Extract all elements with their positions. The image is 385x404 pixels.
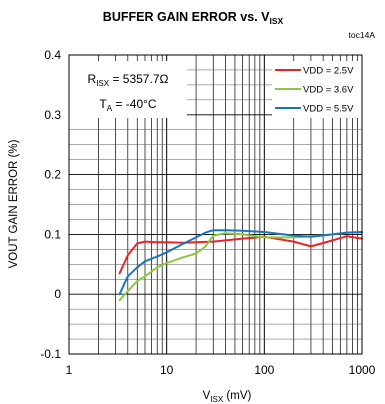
- x-tick-label: 100: [254, 363, 274, 377]
- annotation-box: RISX = 5357.7Ω TA = -40°C: [69, 61, 187, 118]
- legend-label-3: VDD = 5.5V: [303, 104, 354, 115]
- x-axis-label: VISX (mV): [203, 390, 252, 404]
- series-line-1: [118, 235, 363, 275]
- annotation-temperature: TA = -40°C: [99, 97, 157, 113]
- chart-title-subscript: ISX: [269, 16, 283, 26]
- x-tick-label: 1: [66, 363, 73, 377]
- chart-title: BUFFER GAIN ERROR vs. VISX: [103, 10, 284, 26]
- series-line-3: [118, 229, 363, 296]
- annotation-rsense: RISX = 5357.7Ω: [88, 72, 169, 88]
- y-tick-label: 0.4: [44, 48, 61, 62]
- chart-tag: toc14A: [349, 30, 376, 40]
- y-tick-label: 0.3: [44, 108, 61, 122]
- y-axis-label: VOUT GAIN ERROR (%): [8, 139, 20, 268]
- y-tick-label: 0.2: [44, 168, 61, 182]
- y-tick-label: 0.1: [44, 227, 61, 241]
- legend-label-2: VDD = 3.6V: [303, 85, 354, 96]
- x-tick-label: 10: [160, 363, 174, 377]
- legend: VDD = 2.5V VDD = 3.6V VDD = 5.5V: [272, 61, 362, 118]
- y-tick-label: -0.1: [40, 347, 61, 361]
- legend-label-1: VDD = 2.5V: [303, 66, 354, 77]
- x-tick-label: 1000: [349, 363, 376, 377]
- axis-ticks: 1 10 100 1000 -0.1 0 0.1 0.2 0.3 0.4: [40, 48, 375, 377]
- y-tick-label: 0: [54, 287, 61, 301]
- series-lines: [118, 229, 363, 302]
- plot-frame: [68, 54, 363, 355]
